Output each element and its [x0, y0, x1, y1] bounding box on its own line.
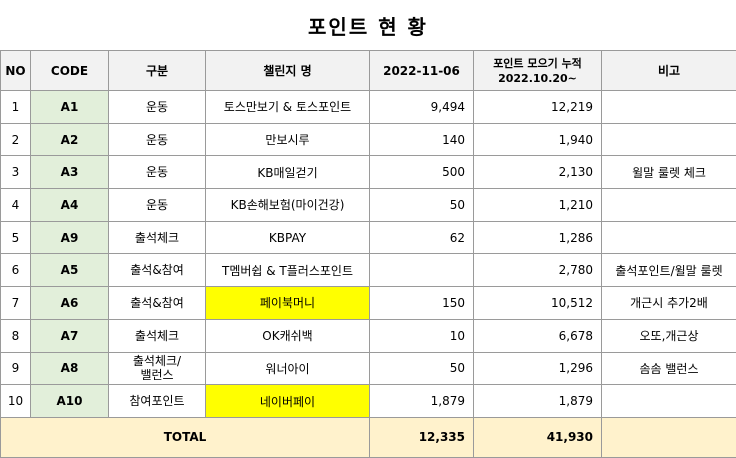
- cell-challenge[interactable]: 만보시루: [206, 123, 370, 156]
- cell-challenge[interactable]: 워너아이: [206, 352, 370, 385]
- header-no: NO: [1, 51, 31, 91]
- cell-date[interactable]: 50: [370, 352, 474, 385]
- cell-no[interactable]: 9: [1, 352, 31, 385]
- cell-code[interactable]: A9: [31, 221, 109, 254]
- cell-category[interactable]: 운동: [109, 156, 206, 189]
- cell-code[interactable]: A6: [31, 287, 109, 320]
- header-cumulative-line1: 포인트 모으기 누적: [493, 57, 582, 70]
- cell-category[interactable]: 출석체크: [109, 319, 206, 352]
- cell-code[interactable]: A10: [31, 385, 109, 418]
- cell-challenge[interactable]: KB매일걷기: [206, 156, 370, 189]
- cell-note[interactable]: [602, 385, 736, 418]
- total-row: TOTAL 12,335 41,930: [1, 417, 736, 457]
- total-cumulative[interactable]: 41,930: [474, 417, 602, 457]
- cell-no[interactable]: 5: [1, 221, 31, 254]
- cell-date[interactable]: 500: [370, 156, 474, 189]
- cell-category[interactable]: 출석체크/밸런스: [109, 352, 206, 385]
- header-cumulative: 포인트 모으기 누적 2022.10.20~: [474, 51, 602, 91]
- cell-challenge[interactable]: 네이버페이: [206, 385, 370, 418]
- header-date: 2022-11-06: [370, 51, 474, 91]
- cell-category[interactable]: 운동: [109, 91, 206, 124]
- cell-date[interactable]: 1,879: [370, 385, 474, 418]
- header-note: 비고: [602, 51, 736, 91]
- cell-note[interactable]: 오또,개근상: [602, 319, 736, 352]
- cell-note[interactable]: 윌말 룰렛 체크: [602, 156, 736, 189]
- cell-note[interactable]: 출석포인트/윌말 룰렛: [602, 254, 736, 287]
- cell-challenge[interactable]: OK캐쉬백: [206, 319, 370, 352]
- cell-code[interactable]: A2: [31, 123, 109, 156]
- cell-no[interactable]: 4: [1, 189, 31, 222]
- cell-challenge[interactable]: KB손해보험(마이건강): [206, 189, 370, 222]
- cell-note[interactable]: [602, 221, 736, 254]
- cell-cumulative[interactable]: 1,210: [474, 189, 602, 222]
- cell-cumulative[interactable]: 1,296: [474, 352, 602, 385]
- cell-cumulative[interactable]: 12,219: [474, 91, 602, 124]
- cell-no[interactable]: 3: [1, 156, 31, 189]
- cell-date[interactable]: [370, 254, 474, 287]
- cell-code[interactable]: A7: [31, 319, 109, 352]
- cell-cumulative[interactable]: 2,780: [474, 254, 602, 287]
- cell-note[interactable]: [602, 123, 736, 156]
- cell-category[interactable]: 운동: [109, 189, 206, 222]
- cell-cumulative[interactable]: 2,130: [474, 156, 602, 189]
- cell-challenge[interactable]: 페이북머니: [206, 287, 370, 320]
- total-note[interactable]: [602, 417, 736, 457]
- cell-category[interactable]: 출석&참여: [109, 254, 206, 287]
- cell-no[interactable]: 10: [1, 385, 31, 418]
- cell-cumulative[interactable]: 1,286: [474, 221, 602, 254]
- header-challenge: 챌린지 명: [206, 51, 370, 91]
- cell-cumulative[interactable]: 6,678: [474, 319, 602, 352]
- cell-code[interactable]: A5: [31, 254, 109, 287]
- cell-no[interactable]: 7: [1, 287, 31, 320]
- cell-no[interactable]: 8: [1, 319, 31, 352]
- cell-category[interactable]: 출석체크: [109, 221, 206, 254]
- header-code: CODE: [31, 51, 109, 91]
- header-cumulative-line2: 2022.10.20~: [498, 72, 577, 85]
- cell-note[interactable]: 솜솜 밸런스: [602, 352, 736, 385]
- cell-date[interactable]: 50: [370, 189, 474, 222]
- total-date[interactable]: 12,335: [370, 417, 474, 457]
- cell-cumulative[interactable]: 1,879: [474, 385, 602, 418]
- cell-date[interactable]: 62: [370, 221, 474, 254]
- cell-no[interactable]: 6: [1, 254, 31, 287]
- cell-no[interactable]: 2: [1, 123, 31, 156]
- header-row: NO CODE 구분 챌린지 명 2022-11-06 포인트 모으기 누적 2…: [1, 51, 736, 91]
- cell-challenge[interactable]: KBPAY: [206, 221, 370, 254]
- cell-note[interactable]: [602, 91, 736, 124]
- cell-category[interactable]: 참여포인트: [109, 385, 206, 418]
- cell-cumulative[interactable]: 10,512: [474, 287, 602, 320]
- cell-note[interactable]: 개근시 추가2배: [602, 287, 736, 320]
- cell-code[interactable]: A4: [31, 189, 109, 222]
- cell-category[interactable]: 운동: [109, 123, 206, 156]
- cell-code[interactable]: A1: [31, 91, 109, 124]
- cell-date[interactable]: 150: [370, 287, 474, 320]
- cell-cumulative[interactable]: 1,940: [474, 123, 602, 156]
- total-label[interactable]: TOTAL: [1, 417, 370, 457]
- header-category: 구분: [109, 51, 206, 91]
- cell-date[interactable]: 140: [370, 123, 474, 156]
- page-title: 포인트 현 황: [0, 0, 736, 50]
- cell-no[interactable]: 1: [1, 91, 31, 124]
- cell-code[interactable]: A8: [31, 352, 109, 385]
- cell-note[interactable]: [602, 189, 736, 222]
- cell-challenge[interactable]: T멤버쉽 & T플러스포인트: [206, 254, 370, 287]
- cell-date[interactable]: 9,494: [370, 91, 474, 124]
- cell-code[interactable]: A3: [31, 156, 109, 189]
- cell-date[interactable]: 10: [370, 319, 474, 352]
- points-table: NO CODE 구분 챌린지 명 2022-11-06 포인트 모으기 누적 2…: [0, 50, 736, 458]
- cell-category[interactable]: 출석&참여: [109, 287, 206, 320]
- cell-challenge[interactable]: 토스만보기 & 토스포인트: [206, 91, 370, 124]
